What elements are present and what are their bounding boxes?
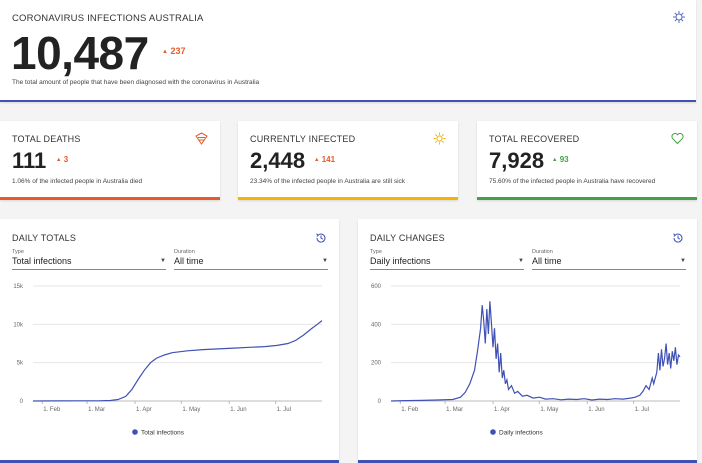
y-tick-label: 0 — [378, 399, 382, 405]
stat-card-recovered: TOTAL RECOVERED 7,928 ▲ 93 75.60% of the… — [477, 121, 697, 200]
x-tick-label: 1. Jul — [635, 407, 649, 413]
x-tick-label: 1. Jun — [230, 407, 246, 413]
x-tick-label: 1. Jul — [277, 407, 291, 413]
up-arrow-icon: ▲ — [314, 157, 320, 163]
chevron-down-icon: ▼ — [680, 258, 686, 264]
daily-totals-chart: 0 5k 10k 15k 1. Feb 1. Mar 1. Apr 1. May 1. Jun 1… — [13, 284, 323, 437]
daily-changes-panel: DAILY CHANGES Type Daily infections ▼ Du… — [358, 219, 697, 463]
stat-title: CURRENTLY INFECTED — [250, 134, 356, 144]
legend-marker[interactable] — [490, 429, 496, 435]
stat-title: TOTAL RECOVERED — [489, 134, 580, 144]
legend-marker[interactable] — [132, 429, 138, 435]
history-icon[interactable] — [672, 231, 684, 249]
stat-value: 2,448 — [250, 148, 306, 173]
stat-delta: ▲ 141 — [314, 155, 335, 164]
y-tick-label: 600 — [371, 284, 382, 290]
x-tick-label: 1. Jun — [588, 407, 604, 413]
hero-description: The total amount of people that have bee… — [12, 79, 260, 86]
stat-delta: ▲ 93 — [552, 155, 569, 164]
type-dropdown[interactable]: Total infections ▼ — [12, 253, 166, 270]
legend-label[interactable]: Daily infections — [499, 430, 543, 437]
duration-label: Duration — [532, 249, 553, 255]
stat-card-deaths: TOTAL DEATHS 111 ▲ 3 1.06% of the infect… — [0, 121, 220, 200]
duration-value: All time — [174, 256, 204, 266]
duration-value: All time — [532, 256, 562, 266]
stat-delta-value: 3 — [63, 155, 69, 164]
y-tick-label: 0 — [20, 399, 24, 405]
y-tick-label: 5k — [17, 361, 24, 367]
virus-icon[interactable] — [672, 10, 686, 24]
type-dropdown[interactable]: Daily infections ▼ — [370, 253, 524, 270]
stat-card-infected: CURRENTLY INFECTED 2,448 ▲ 141 23.34% of… — [238, 121, 458, 200]
hero-title: CORONAVIRUS INFECTIONS AUSTRALIA — [12, 13, 204, 24]
panel-title: DAILY CHANGES — [370, 233, 445, 243]
daily-totals-panel: DAILY TOTALS Type Total infections ▼ Dur… — [0, 219, 339, 463]
stat-description: 1.06% of the infected people in Australi… — [12, 178, 143, 185]
legend-label[interactable]: Total infections — [141, 430, 185, 437]
y-tick-label: 10k — [13, 322, 24, 328]
y-tick-label: 400 — [371, 322, 382, 328]
stat-value: 7,928 — [489, 148, 545, 173]
daily-changes-chart: 0 200 400 600 1. Feb 1. Mar 1. Apr 1. May 1. Jun… — [371, 284, 681, 437]
x-tick-label: 1. Mar — [446, 407, 463, 413]
series-line — [390, 301, 681, 402]
series-line — [32, 320, 323, 402]
up-arrow-icon: ▲ — [552, 157, 558, 163]
x-tick-label: 1. Mar — [88, 407, 105, 413]
hero-delta-value: 237 — [170, 46, 186, 56]
y-tick-label: 200 — [371, 361, 382, 367]
stat-title: TOTAL DEATHS — [12, 134, 81, 144]
chevron-down-icon: ▼ — [322, 258, 328, 264]
y-tick-label: 15k — [13, 284, 24, 290]
duration-dropdown[interactable]: All time ▼ — [174, 253, 328, 270]
stat-delta-value: 93 — [559, 155, 569, 164]
up-arrow-icon: ▲ — [162, 49, 168, 55]
duration-dropdown[interactable]: All time ▼ — [532, 253, 686, 270]
stat-description: 75.60% of the infected people in Austral… — [489, 178, 656, 185]
up-arrow-icon: ▲ — [56, 157, 62, 163]
chevron-down-icon: ▼ — [160, 258, 166, 264]
panel-title: DAILY TOTALS — [12, 233, 77, 243]
stat-delta-value: 141 — [321, 155, 336, 164]
sun-virus-icon — [433, 132, 446, 150]
hero-card: CORONAVIRUS INFECTIONS AUSTRALIA 10,487 … — [0, 0, 696, 102]
hero-delta: ▲ 237 — [162, 46, 186, 56]
coffin-icon — [195, 132, 208, 150]
heart-icon — [671, 132, 684, 150]
chevron-down-icon: ▼ — [518, 258, 524, 264]
type-value: Daily infections — [370, 256, 431, 266]
history-icon[interactable] — [315, 231, 327, 249]
x-tick-label: 1. Feb — [401, 407, 419, 413]
x-tick-label: 1. Apr — [136, 407, 152, 413]
type-label: Type — [370, 249, 382, 255]
x-tick-label: 1. Feb — [43, 407, 61, 413]
stat-value: 111 — [12, 148, 47, 173]
stat-description: 23.34% of the infected people in Austral… — [250, 178, 406, 185]
type-label: Type — [12, 249, 24, 255]
x-tick-label: 1. May — [182, 407, 200, 413]
x-tick-label: 1. May — [540, 407, 558, 413]
hero-value: 10,487 — [11, 27, 149, 79]
duration-label: Duration — [174, 249, 195, 255]
stat-delta: ▲ 3 — [56, 155, 68, 164]
type-value: Total infections — [12, 256, 72, 266]
x-tick-label: 1. Apr — [494, 407, 510, 413]
